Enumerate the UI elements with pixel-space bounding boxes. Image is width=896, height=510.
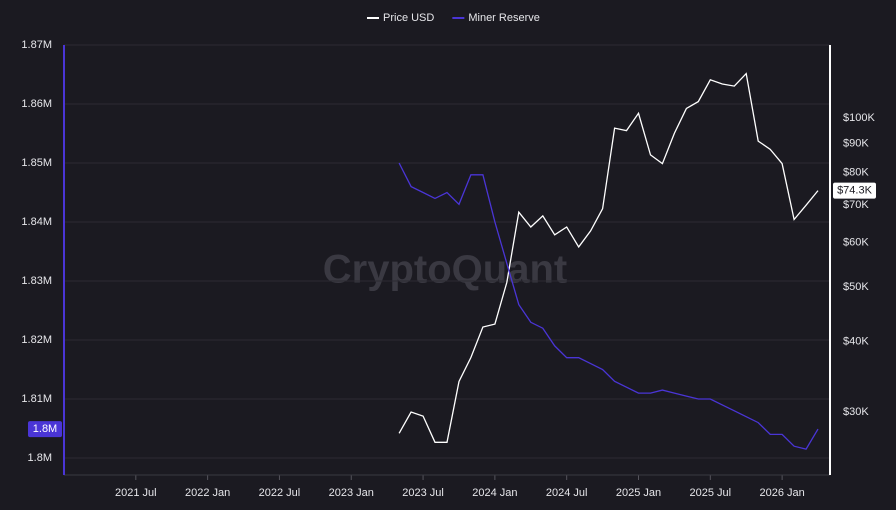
x-tick-label: 2021 Jul: [115, 487, 157, 499]
x-tick-label: 2022 Jul: [259, 487, 301, 499]
x-tick-label: 2025 Jul: [690, 487, 732, 499]
x-tick-label: 2023 Jan: [329, 487, 374, 499]
x-tick-label: 2022 Jan: [185, 487, 230, 499]
y-tick-label: 1.85M: [21, 157, 52, 169]
y-tick-label: 1.87M: [21, 39, 52, 51]
x-tick-label: 2026 Jan: [759, 487, 804, 499]
y2-tick-label: $30K: [843, 406, 869, 418]
y2-tick-label: $50K: [843, 281, 869, 293]
series-line: [398, 72, 819, 443]
y-tick-label: 1.86M: [21, 98, 52, 110]
y-tick-label: 1.81M: [21, 393, 52, 405]
y2-tick-label: $80K: [843, 166, 869, 178]
value-label-box: [833, 182, 876, 199]
y-tick-label: 1.83M: [21, 275, 52, 287]
legend-label: Miner Reserve: [468, 12, 540, 24]
legend-label: Price USD: [383, 12, 434, 24]
x-tick-label: 2024 Jul: [546, 487, 588, 499]
y2-tick-label: $60K: [843, 237, 869, 249]
value-label: 1.8M: [33, 423, 57, 435]
value-label-box: [28, 421, 62, 438]
y2-tick-label: $100K: [843, 112, 875, 124]
y-tick-label: 1.8M: [28, 452, 52, 464]
watermark: CryptoQuant: [323, 248, 567, 292]
y2-tick-label: $70K: [843, 199, 869, 211]
x-tick-label: 2025 Jan: [616, 487, 661, 499]
y-tick-label: 1.84M: [21, 216, 52, 228]
x-tick-label: 2023 Jul: [402, 487, 444, 499]
y-tick-label: 1.82M: [21, 334, 52, 346]
y2-tick-label: $40K: [843, 336, 869, 348]
series-line: [398, 162, 819, 450]
y2-tick-label: $90K: [843, 138, 869, 150]
x-tick-label: 2024 Jan: [472, 487, 517, 499]
value-label: $74.3K: [837, 185, 873, 197]
